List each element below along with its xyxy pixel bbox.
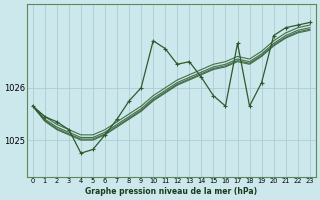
- X-axis label: Graphe pression niveau de la mer (hPa): Graphe pression niveau de la mer (hPa): [85, 187, 257, 196]
